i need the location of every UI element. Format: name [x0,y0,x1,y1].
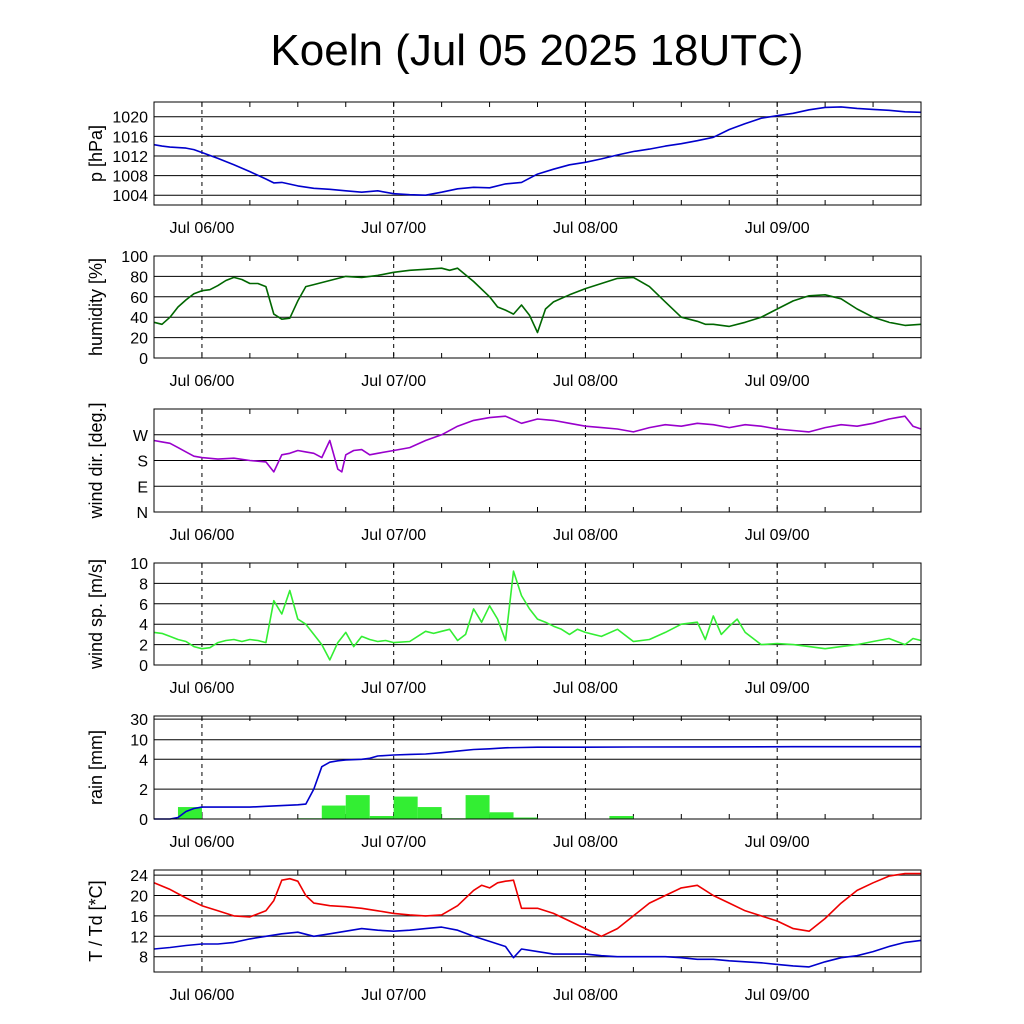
wind-speed-x-tick-label: Jul 08/00 [553,680,618,697]
humidity-x-tick-label: Jul 08/00 [553,373,618,390]
wind-direction-x-tick-label: Jul 07/00 [361,527,426,544]
pressure-x-tick-label: Jul 07/00 [361,220,426,237]
wind-speed-y-tick-label: 8 [139,576,148,593]
humidity-y-tick-label: 20 [130,331,148,348]
pressure-y-axis-label: p [hPa] [86,125,106,182]
wind-speed-x-tick-label: Jul 07/00 [361,680,426,697]
humidity-y-tick-label: 40 [130,310,148,327]
temperature-dewpoint-series-line-temperature [153,872,921,938]
pressure-y-tick-label: 1004 [112,188,148,205]
wind-speed-y-tick-label: 0 [139,658,148,675]
wind-direction-series-line-wind-dir [153,415,922,473]
temperature-dewpoint-y-tick-label: 8 [139,950,148,967]
pressure-y-tick-label: 1016 [112,129,148,146]
wind-direction-x-tick-label: Jul 08/00 [553,527,618,544]
rain-plot-frame [153,715,922,820]
wind-direction-x-tick-label: Jul 06/00 [169,527,234,544]
rain-y-tick-label: 10 [130,733,148,750]
pressure-y-tick-label: 1008 [112,169,148,186]
pressure-plot-frame [153,101,922,206]
rain-y-tick-label: 30 [130,712,148,729]
temperature-dewpoint-plot-frame [153,869,922,973]
temperature-dewpoint-y-tick-label: 20 [130,889,148,906]
rain-y-axis-label: rain [mm] [86,730,106,805]
pressure-x-tick-label: Jul 08/00 [553,220,618,237]
rain-x-tick-label: Jul 08/00 [553,834,618,851]
pressure-series-line-pressure [153,106,922,196]
rain-bar [513,817,538,819]
wind-speed-y-tick-label: 10 [130,556,148,573]
wind-direction-plot-frame [153,408,922,513]
rain-y-tick-label: 2 [139,782,148,799]
rain-y-tick-label: 4 [139,752,148,769]
rain-x-tick-label: Jul 09/00 [745,834,810,851]
pressure-x-tick-label: Jul 09/00 [745,220,810,237]
chart-title: Koeln (Jul 05 2025 18UTC) [270,26,804,75]
wind-speed-y-tick-label: 2 [139,638,148,655]
wind-speed-series-line-wind-speed [153,570,922,661]
wind-direction-y-tick-label: W [133,428,149,445]
wind-direction-y-axis-label: wind dir. [deg.] [86,402,106,519]
rain-bar [369,816,394,819]
wind-direction-y-tick-label: S [137,454,148,471]
humidity-series-line-humidity [153,267,922,334]
pressure-y-tick-label: 1012 [112,149,148,166]
rain-x-tick-label: Jul 06/00 [169,834,234,851]
rain-bar [609,816,634,819]
humidity-x-tick-label: Jul 06/00 [169,373,234,390]
humidity-x-tick-label: Jul 09/00 [745,373,810,390]
rain-bar [489,812,514,819]
rain-series-line-rain-total [154,745,921,820]
temperature-dewpoint-y-tick-label: 24 [130,868,148,885]
rain-bar [321,805,346,819]
temperature-dewpoint-x-tick-label: Jul 07/00 [361,987,426,1004]
humidity-y-tick-label: 100 [121,249,148,266]
temperature-dewpoint-x-tick-label: Jul 06/00 [169,987,234,1004]
temperature-dewpoint-y-tick-label: 16 [130,909,148,926]
wind-speed-plot-frame [153,562,922,666]
wind-direction-y-tick-label: E [137,479,148,496]
wind-speed-y-tick-label: 4 [139,617,148,634]
temperature-dewpoint-y-axis-label: T / Td [*C] [86,880,106,961]
humidity-plot-frame [153,255,922,359]
wind-speed-x-tick-label: Jul 06/00 [169,680,234,697]
humidity-x-tick-label: Jul 07/00 [361,373,426,390]
wind-speed-y-axis-label: wind sp. [m/s] [86,559,106,670]
wind-direction-x-tick-label: Jul 09/00 [745,527,810,544]
pressure-y-tick-label: 1020 [112,110,148,127]
temperature-dewpoint-y-tick-label: 12 [130,929,148,946]
temperature-dewpoint-x-tick-label: Jul 08/00 [553,987,618,1004]
temperature-dewpoint-x-tick-label: Jul 09/00 [745,987,810,1004]
humidity-y-tick-label: 80 [130,269,148,286]
humidity-y-axis-label: humidity [%] [86,258,106,356]
humidity-y-tick-label: 0 [139,351,148,368]
rain-bar [345,795,370,819]
rain-bar [177,807,202,819]
rain-y-tick-label: 0 [139,812,148,829]
humidity-y-tick-label: 60 [130,290,148,307]
temperature-dewpoint-series-line-dewpoint [153,926,922,968]
wind-speed-y-tick-label: 6 [139,597,148,614]
rain-bar [393,796,418,819]
pressure-x-tick-label: Jul 06/00 [169,220,234,237]
rain-bar [417,807,442,819]
rain-x-tick-label: Jul 07/00 [361,834,426,851]
wind-speed-x-tick-label: Jul 09/00 [745,680,810,697]
wind-direction-y-tick-label: N [136,505,148,522]
rain-bar [465,795,490,819]
